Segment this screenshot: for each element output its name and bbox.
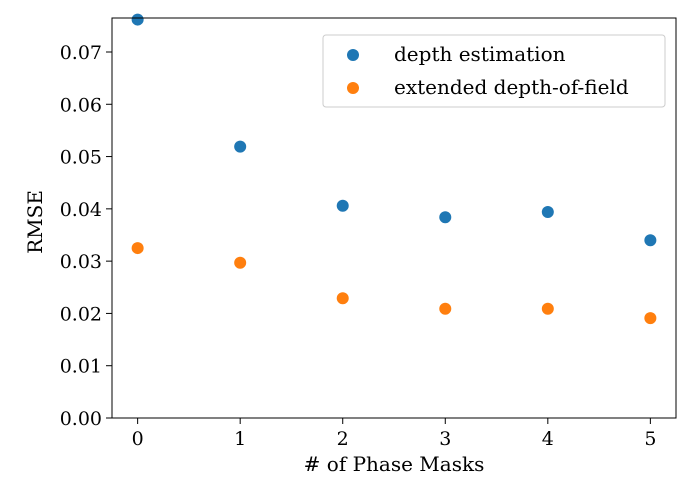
data-point-series-0	[644, 234, 657, 247]
data-point-series-0	[439, 211, 452, 224]
data-point-series-1	[439, 302, 452, 315]
legend-box	[322, 34, 666, 108]
y-tick-label: 0.03	[60, 251, 102, 273]
legend-marker-extended-depth-of-field	[347, 82, 359, 94]
x-tick-label: 1	[234, 428, 246, 450]
y-tick-label: 0.05	[60, 147, 102, 169]
x-axis-ticks: 0 1 2 3 4 5	[132, 418, 656, 450]
data-point-series-1	[644, 312, 657, 325]
x-tick-label: 0	[132, 428, 144, 450]
x-tick-label: 2	[337, 428, 349, 450]
y-tick-label: 0.06	[60, 94, 102, 116]
y-tick-label: 0.04	[60, 199, 102, 221]
data-point-series-1	[541, 302, 554, 315]
data-point-series-0	[541, 205, 554, 218]
legend-marker-depth-estimation	[347, 49, 359, 61]
legend-label-extended-depth-of-field: extended depth-of-field	[394, 75, 629, 99]
y-tick-label: 0.01	[60, 356, 102, 378]
legend-label-depth-estimation: depth estimation	[394, 42, 566, 66]
data-points	[131, 13, 657, 325]
data-point-series-0	[131, 13, 144, 26]
y-tick-label: 0.07	[60, 42, 102, 64]
y-tick-label: 0.02	[60, 303, 102, 325]
data-point-series-1	[336, 292, 349, 305]
plot-frame	[111, 17, 677, 419]
x-axis-label: # of Phase Masks	[304, 452, 485, 476]
x-tick-label: 4	[542, 428, 554, 450]
y-tick-label: 0.00	[60, 408, 102, 430]
data-point-series-1	[234, 256, 247, 269]
x-tick-label: 5	[644, 428, 656, 450]
x-tick-label: 3	[439, 428, 451, 450]
data-point-series-0	[234, 140, 247, 153]
legend: depth estimation extended depth-of-field	[322, 34, 666, 108]
data-point-series-0	[336, 199, 349, 212]
y-axis-label: RMSE	[23, 190, 47, 254]
y-axis-ticks: 0.00 0.01 0.02 0.03 0.04 0.05 0.06 0.07	[60, 42, 112, 430]
data-point-series-1	[131, 242, 144, 255]
